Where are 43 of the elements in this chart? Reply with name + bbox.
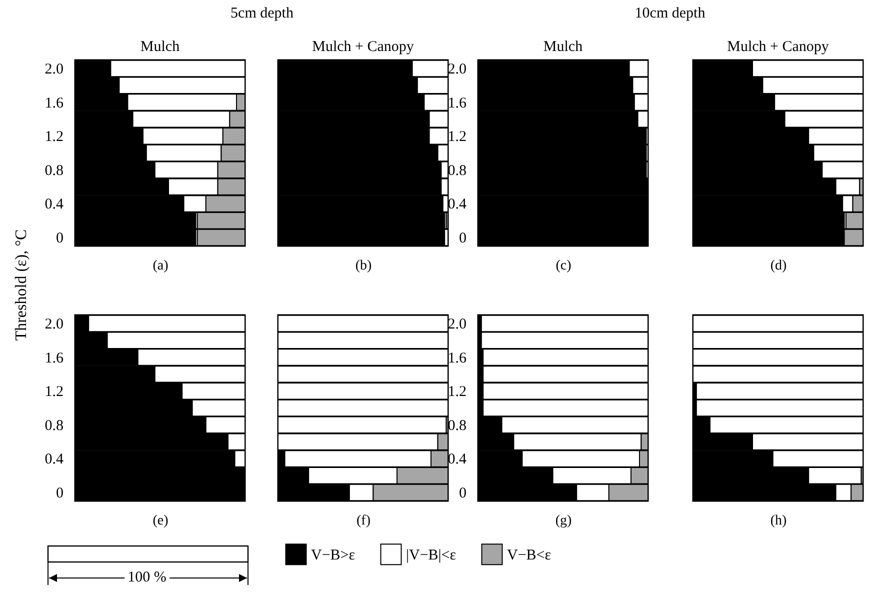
y-tick-label: 1.2	[448, 129, 466, 146]
y-tick-label: 0	[56, 230, 64, 247]
y-tick-label: 1.6	[448, 350, 467, 366]
y-tick-label: 1.2	[44, 384, 64, 400]
legend-label: V−B>ε	[311, 547, 356, 564]
y-tick-label: 0.4	[44, 452, 64, 468]
x-axis-title: (d)	[770, 258, 787, 274]
y-tick-label: 2.0	[44, 316, 64, 332]
text: 100 %	[124, 570, 170, 586]
text: 5cm depth	[228, 6, 296, 22]
y-tick-label: 0	[56, 486, 64, 502]
x-axis-title: (b)	[355, 258, 372, 274]
y-tick-label: 0.8	[44, 162, 64, 179]
legend-label: V−B<ε	[507, 547, 552, 564]
x-axis-title: (f)	[356, 514, 371, 528]
y-tick-label: 0.8	[448, 162, 466, 179]
y-tick-label: 2.0	[448, 61, 466, 78]
x-axis-title: (h)	[770, 514, 787, 528]
y-tick-label: 0.4	[44, 196, 64, 213]
y-tick-label: 0	[459, 230, 466, 247]
y-tick-label: 0.8	[44, 418, 64, 434]
y-tick-label: 0.4	[448, 196, 467, 213]
y-tick-label: 1.6	[448, 95, 467, 112]
x-axis-title: (a)	[152, 258, 169, 274]
chart-title: Mulch + Canopy	[312, 38, 414, 55]
y-tick-label: 1.6	[44, 95, 64, 112]
x-axis-title: (e)	[152, 514, 169, 528]
y-tick-label: 1.2	[448, 384, 466, 400]
x-axis-title: (g)	[555, 514, 572, 528]
y-tick-label: 2.0	[448, 316, 466, 332]
y-axis-title: Threshold (ε), °C	[13, 229, 31, 341]
y-tick-label: 2.0	[44, 61, 64, 78]
y-tick-label: 0.8	[448, 418, 466, 434]
text: 10cm depth	[632, 6, 708, 22]
y-tick-label: 0.4	[448, 452, 467, 468]
legend-label: |V−B|<ε	[406, 547, 456, 564]
x-axis-title: (c)	[556, 258, 572, 274]
chart-title: Mulch	[140, 38, 180, 55]
y-tick-label: 1.2	[44, 129, 64, 146]
y-tick-label: 1.6	[44, 350, 64, 366]
y-tick-label: 0	[459, 486, 466, 502]
chart-title: Mulch + Canopy	[727, 38, 830, 55]
chart-title: Mulch	[543, 38, 584, 55]
